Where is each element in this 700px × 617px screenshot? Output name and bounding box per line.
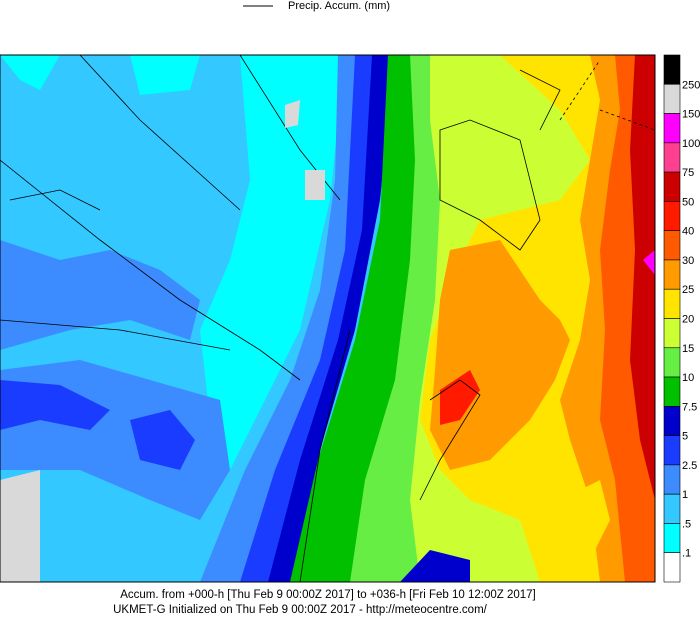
- colorbar-swatch: [663, 201, 681, 231]
- colorbar-label: 1: [682, 489, 688, 501]
- colorbar-label: .1: [682, 548, 691, 560]
- colorbar-swatch: [663, 523, 681, 554]
- field-yellow: [555, 480, 610, 560]
- colorbar-label: 50: [682, 196, 694, 208]
- colorbar-swatch: [663, 318, 681, 349]
- colorbar-label: 150: [682, 109, 700, 121]
- field-gray: [0, 470, 40, 582]
- colorbar-label: 20: [682, 314, 694, 326]
- colorbar-swatch: [663, 171, 681, 202]
- colorbar-label: 2.5: [682, 460, 697, 472]
- legend-title: Precip. Accum. (mm): [288, 0, 390, 12]
- field-red: [440, 370, 480, 425]
- band-blue-mid: [240, 55, 395, 582]
- colorbar-label: 15: [682, 343, 694, 355]
- colorbar-swatch: [663, 142, 681, 173]
- colorbar: 250 150 100 75 50 40 30 25 20 15 10 7.5 5 2.5 1 .5 .1: [663, 54, 700, 583]
- footer-line: Accum. from +000-h [Thu Feb 9 00:00Z 201…: [120, 589, 536, 601]
- colorbar-label: 30: [682, 255, 694, 267]
- colorbar-label: 40: [682, 226, 694, 238]
- boundaries: [0, 55, 655, 582]
- field-gray: [285, 100, 325, 200]
- colorbar-swatch: [663, 435, 681, 466]
- field-blue-dark: [400, 550, 470, 582]
- colorbar-swatch: [663, 464, 681, 495]
- field-magenta: [643, 250, 655, 275]
- colorbar-label: 10: [682, 372, 694, 384]
- colorbar-label: 25: [682, 284, 694, 296]
- field-cyan: [0, 55, 200, 95]
- colorbar-swatch: [663, 406, 681, 436]
- footer-line: UKMET-G Initialized on Thu Feb 9 00:00Z …: [113, 604, 488, 616]
- band-blue: [200, 55, 395, 582]
- colorbar-swatch: [663, 376, 681, 407]
- field-blue-dark: [0, 380, 195, 470]
- colorbar-label: 100: [682, 138, 700, 150]
- colorbar-label: 5: [682, 431, 688, 443]
- field-red: [630, 55, 655, 500]
- band-blue-dark: [268, 55, 395, 582]
- colorbar-swatch: [663, 230, 681, 261]
- colorbar-swatch: [663, 493, 681, 524]
- field-cyan: [200, 55, 345, 470]
- colorbar-swatch: [663, 288, 681, 319]
- colorbar-swatch: [663, 259, 681, 290]
- colorbar-swatch: [663, 552, 681, 583]
- map-frame: [0, 54, 656, 583]
- colorbar-swatch: [663, 347, 681, 378]
- map: [0, 54, 656, 583]
- colorbar-swatch: [663, 83, 681, 114]
- colorbar-label: .5: [682, 518, 691, 530]
- colorbar-label: 250: [682, 79, 700, 91]
- colorbar-swatch: [663, 54, 681, 85]
- colorbar-label: 75: [682, 167, 694, 179]
- field-blue: [0, 240, 200, 350]
- colorbar-swatch: [663, 113, 681, 144]
- colorbar-label: 7.5: [682, 401, 697, 413]
